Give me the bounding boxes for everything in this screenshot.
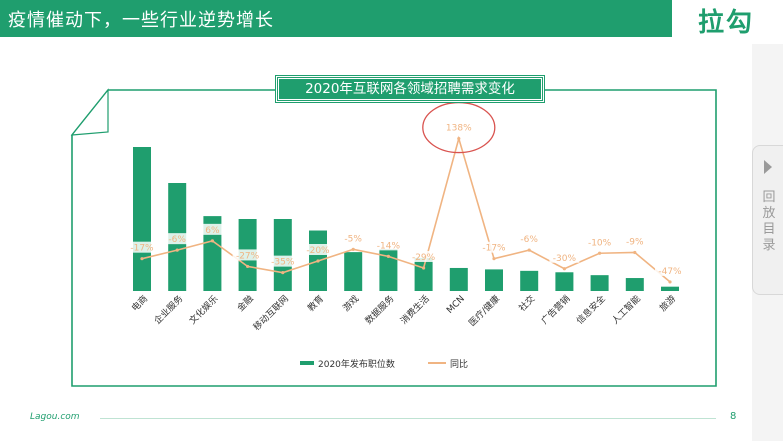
value-label-3: -27%: [236, 251, 260, 261]
bar-4: [273, 219, 292, 291]
value-label-bg-7: [373, 239, 404, 251]
value-label-8: -29%: [412, 253, 436, 263]
x-tick-label-11: 社交: [516, 293, 537, 314]
value-label-6: -5%: [344, 234, 362, 244]
yoy-point-9: [457, 136, 461, 141]
yoy-line: [141, 135, 671, 283]
yoy-point-12: [562, 267, 567, 271]
legend-bar-swatch: [300, 361, 314, 365]
value-label-bg-13: [584, 236, 615, 248]
peak-highlight-circle: [422, 101, 496, 154]
value-label-bg-11: [514, 233, 545, 245]
bar-13: [590, 275, 609, 291]
yoy-point-8: [422, 266, 426, 270]
value-label-14: -9%: [626, 237, 644, 247]
value-label-7: -14%: [377, 241, 401, 251]
value-label-bg-9: [443, 121, 474, 133]
bar-0: [133, 147, 151, 291]
yoy-point-3: [246, 264, 250, 269]
value-label-9: 138%: [446, 124, 472, 134]
footer-brand: Lagou.com: [30, 412, 80, 422]
value-label-bg-4: [267, 255, 298, 267]
x-tick-label-3: 金融: [234, 293, 255, 314]
x-tick-label-9: MCN: [445, 294, 467, 316]
yoy-point-2: [210, 239, 214, 243]
value-label-1: -6%: [168, 235, 186, 245]
x-tick-label-5: 教育: [305, 293, 326, 314]
bar-12: [555, 272, 574, 291]
value-label-bg-6: [338, 232, 369, 244]
yoy-point-14: [633, 250, 637, 255]
yoy-point-10: [492, 257, 496, 261]
value-label-bg-0: [127, 241, 157, 253]
x-tick-label-15: 旅游: [657, 293, 678, 314]
x-tick-label-4: 移动互联网: [251, 293, 291, 333]
yoy-point-4: [281, 271, 285, 275]
page-title: 疫情催动下，一些行业逆势增长: [8, 10, 274, 31]
bar-7: [379, 249, 398, 291]
x-tick-label-7: 数据服务: [363, 293, 397, 327]
yoy-point-6: [351, 247, 355, 251]
bar-14: [625, 278, 644, 291]
x-tick-label-14: 人工智能: [609, 293, 643, 327]
x-tick-label-10: 医疗/健康: [466, 293, 502, 329]
legend-bar-label: 2020年发布职位数: [318, 358, 395, 370]
value-label-13: -10%: [588, 238, 612, 248]
bar-11: [520, 270, 539, 291]
value-label-15: -47%: [658, 267, 682, 277]
value-label-bg-8: [408, 250, 439, 262]
title-banner: 疫情催动下，一些行业逆势增长: [0, 0, 672, 37]
bar-15: [661, 286, 679, 291]
yoy-point-0: [140, 257, 144, 261]
x-tick-label-12: 广告营销: [539, 293, 573, 327]
value-label-10: -17%: [482, 244, 506, 254]
value-label-4: -35%: [271, 258, 295, 268]
value-label-bg-12: [549, 251, 580, 263]
value-label-12: -30%: [553, 254, 577, 264]
x-tick-label-2: 文化娱乐: [187, 293, 221, 327]
legend-line-label: 同比: [450, 358, 468, 370]
value-label-bg-3: [232, 249, 263, 261]
footer-divider: [100, 418, 716, 419]
value-label-bg-15: [655, 264, 685, 276]
playback-catalog-label: 回放目录: [762, 190, 776, 253]
value-label-5: -20%: [306, 246, 330, 256]
header-bar: 疫情催动下，一些行业逆势增长 拉勾: [0, 0, 783, 44]
x-tick-label-13: 信息安全: [574, 293, 608, 327]
yoy-point-11: [527, 248, 531, 252]
value-label-bg-2: [197, 223, 228, 235]
page-number: 8: [730, 411, 737, 422]
value-label-bg-1: [162, 233, 193, 245]
value-label-bg-14: [619, 235, 650, 247]
x-tick-label-0: 电商: [129, 293, 150, 314]
value-label-0: -17%: [130, 244, 154, 254]
lagou-logo: 拉勾: [698, 8, 755, 38]
yoy-point-13: [598, 251, 602, 255]
x-tick-label-1: 企业服务: [151, 293, 185, 327]
yoy-point-15: [668, 280, 672, 284]
yoy-point-5: [316, 259, 320, 263]
yoy-point-7: [386, 254, 390, 258]
x-tick-label-6: 游戏: [340, 293, 361, 314]
bar-10: [485, 269, 503, 291]
bar-9: [449, 267, 468, 291]
yoy-point-1: [175, 248, 179, 252]
value-label-bg-5: [303, 244, 333, 255]
chart-frame-fold: [70, 88, 109, 136]
value-label-bg-10: [479, 241, 509, 253]
chart-title: 2020年互联网各领域招聘需求变化: [275, 75, 545, 103]
value-label-2: 6%: [205, 226, 220, 236]
playback-catalog-tab[interactable]: 回放目录: [752, 145, 783, 295]
bar-6: [344, 252, 363, 291]
value-label-11: -6%: [520, 235, 538, 245]
play-arrow-icon[interactable]: [764, 160, 772, 174]
x-tick-label-8: 消费生活: [398, 293, 432, 327]
